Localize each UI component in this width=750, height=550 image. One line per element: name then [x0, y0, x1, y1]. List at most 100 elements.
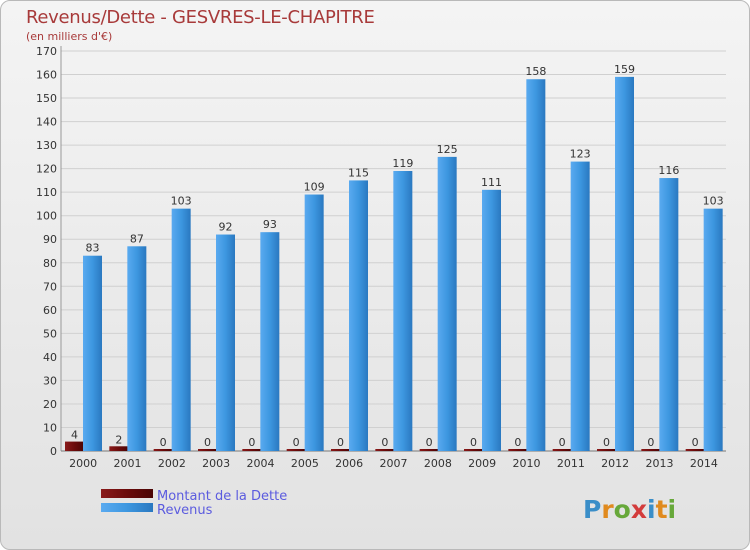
bar-dette-2013 [641, 449, 661, 451]
bar-revenus-2004 [260, 232, 280, 451]
x-tick-label: 2011 [557, 457, 585, 470]
data-label-dette-2004: 0 [248, 436, 255, 449]
bar-revenus-2002 [171, 208, 191, 451]
bar-revenus-2003 [216, 234, 235, 451]
data-label-dette-2007: 0 [381, 436, 388, 449]
bar-revenus-2010 [526, 79, 546, 451]
bar-dette-2000 [65, 441, 84, 451]
data-label-revenus-2008: 125 [437, 143, 458, 156]
data-label-dette-2009: 0 [470, 436, 477, 449]
y-tick-label: 120 [36, 163, 57, 176]
y-tick-label: 90 [43, 233, 57, 246]
y-tick-label: 80 [43, 257, 57, 270]
bar-dette-2012 [597, 449, 616, 451]
bar-dette-2001 [109, 446, 129, 451]
data-label-dette-2002: 0 [160, 436, 167, 449]
chart-title: Revenus/Dette - GESVRES-LE-CHAPITRE [26, 7, 375, 28]
bar-revenus-2009 [482, 189, 501, 451]
x-tick-label: 2009 [468, 457, 496, 470]
data-label-revenus-2001: 87 [130, 232, 144, 245]
bar-revenus-2011 [570, 161, 590, 451]
bar-revenus-2000 [83, 255, 102, 451]
bar-revenus-2006 [349, 180, 368, 452]
data-label-dette-2003: 0 [204, 436, 211, 449]
data-label-revenus-2011: 123 [570, 148, 591, 161]
data-label-revenus-2012: 159 [614, 63, 635, 76]
data-label-revenus-2004: 93 [263, 218, 277, 231]
data-label-dette-2008: 0 [426, 436, 433, 449]
y-tick-label: 0 [50, 445, 57, 458]
bar-dette-2006 [331, 449, 350, 451]
x-tick-label: 2002 [158, 457, 186, 470]
y-tick-label: 110 [36, 186, 57, 199]
bar-dette-2010 [508, 449, 528, 451]
y-tick-label: 50 [43, 327, 57, 340]
y-tick-label: 160 [36, 69, 57, 82]
x-tick-label: 2006 [335, 457, 363, 470]
data-label-dette-2012: 0 [603, 436, 610, 449]
x-tick-label: 2007 [380, 457, 408, 470]
x-tick-label: 2004 [247, 457, 275, 470]
bar-dette-2002 [153, 449, 173, 451]
legend-label-dette: Montant de la Dette [157, 489, 287, 504]
data-label-dette-2014: 0 [692, 436, 699, 449]
x-tick-label: 2000 [69, 457, 97, 470]
data-label-dette-2006: 0 [337, 436, 344, 449]
data-label-revenus-2007: 119 [392, 157, 413, 170]
x-tick-label: 2014 [690, 457, 718, 470]
y-tick-label: 60 [43, 304, 57, 317]
bar-revenus-2012 [615, 76, 634, 451]
data-label-dette-2013: 0 [647, 436, 654, 449]
bar-revenus-2007 [393, 171, 413, 451]
y-tick-label: 40 [43, 351, 57, 364]
bar-revenus-2014 [703, 208, 723, 451]
y-tick-label: 20 [43, 398, 57, 411]
data-label-revenus-2003: 92 [219, 221, 233, 234]
x-tick-label: 2012 [601, 457, 629, 470]
y-tick-label: 170 [36, 45, 57, 58]
data-label-dette-2005: 0 [293, 436, 300, 449]
data-label-revenus-2005: 109 [304, 181, 325, 194]
bar-revenus-2001 [127, 246, 147, 451]
data-label-revenus-2010: 158 [525, 65, 546, 78]
bar-revenus-2005 [304, 194, 324, 451]
y-tick-label: 150 [36, 92, 57, 105]
data-label-dette-2011: 0 [559, 436, 566, 449]
y-tick-label: 100 [36, 210, 57, 223]
data-label-revenus-2002: 103 [171, 195, 192, 208]
bar-revenus-2013 [659, 178, 679, 451]
x-tick-label: 2008 [424, 457, 452, 470]
x-tick-label: 2003 [202, 457, 230, 470]
data-label-revenus-2014: 103 [703, 195, 724, 208]
data-label-revenus-2000: 83 [86, 242, 100, 255]
bar-revenus-2008 [437, 156, 457, 451]
y-tick-label: 70 [43, 280, 57, 293]
chart-unit-label: (en milliers d'€) [26, 30, 113, 43]
legend-swatch-revenus [101, 503, 153, 512]
bar-dette-2009 [464, 449, 483, 451]
x-tick-label: 2013 [646, 457, 674, 470]
y-tick-label: 130 [36, 139, 57, 152]
bar-dette-2007 [375, 449, 395, 451]
data-label-revenus-2009: 111 [481, 176, 502, 189]
bar-dette-2014 [685, 449, 705, 451]
bar-dette-2004 [242, 449, 262, 451]
bar-dette-2008 [419, 449, 439, 451]
data-label-dette-2001: 2 [115, 433, 122, 446]
y-tick-label: 10 [43, 421, 57, 434]
bar-dette-2003 [198, 449, 217, 451]
y-tick-label: 140 [36, 116, 57, 129]
x-tick-label: 2005 [291, 457, 319, 470]
data-label-revenus-2013: 116 [658, 164, 679, 177]
bar-dette-2011 [552, 449, 572, 451]
legend-swatch-dette [101, 489, 153, 498]
data-label-dette-2000: 4 [71, 429, 78, 442]
data-label-revenus-2006: 115 [348, 166, 369, 179]
bar-dette-2005 [286, 449, 306, 451]
x-tick-label: 2001 [114, 457, 142, 470]
x-tick-label: 2010 [513, 457, 541, 470]
data-label-dette-2010: 0 [514, 436, 521, 449]
legend-label-revenus: Revenus [157, 503, 213, 518]
